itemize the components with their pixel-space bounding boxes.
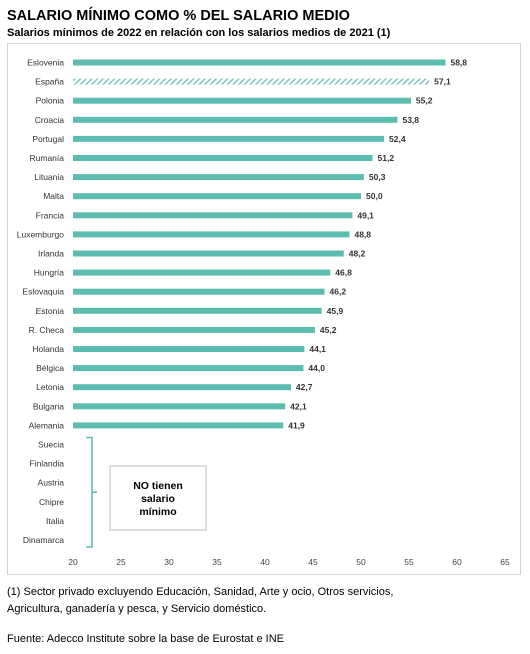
category-label: Bélgica — [36, 363, 64, 373]
value-label: 42,1 — [290, 401, 307, 411]
x-tick-label: 40 — [260, 557, 270, 567]
value-label: 45,9 — [327, 306, 344, 316]
value-label: 42,7 — [296, 382, 313, 392]
bar-eslovenia — [73, 59, 446, 66]
value-label: 49,1 — [357, 210, 374, 220]
bar-irlanda — [73, 250, 344, 257]
x-tick-label: 60 — [452, 557, 462, 567]
value-label: 45,2 — [320, 325, 337, 335]
value-label: 55,2 — [416, 96, 433, 106]
no-minimum-box — [109, 465, 207, 531]
value-label: 53,8 — [402, 115, 419, 125]
category-label: Croacia — [35, 115, 65, 125]
footnote-line-2: Agricultura, ganadería y pesca, y Servic… — [7, 603, 267, 615]
source-note: Fuente: Adecco Institute sobre la base d… — [7, 633, 284, 645]
bar-letonia — [73, 384, 291, 391]
no-minimum-country-label: Chipre — [39, 497, 64, 507]
bar-eslovaquia — [73, 288, 325, 295]
value-label: 58,8 — [450, 58, 467, 68]
chart-frame — [7, 43, 521, 575]
value-label: 41,9 — [288, 420, 305, 430]
category-label: Letonia — [36, 382, 64, 392]
x-tick-label: 45 — [308, 557, 318, 567]
no-minimum-country-label: Suecia — [38, 440, 64, 450]
category-label: Rumanía — [30, 153, 65, 163]
x-tick-label: 35 — [212, 557, 222, 567]
x-tick-label: 65 — [500, 557, 510, 567]
x-tick-label: 20 — [68, 557, 78, 567]
category-label: Malta — [43, 191, 64, 201]
bar-estonia — [73, 307, 322, 314]
no-minimum-bracket — [86, 436, 97, 548]
no-minimum-text: NO tienen — [133, 480, 183, 492]
x-tick-label: 30 — [164, 557, 174, 567]
bar-alemania — [73, 422, 284, 429]
value-label: 50,3 — [369, 172, 386, 182]
bar-luxemburgo — [73, 231, 350, 238]
x-tick-label: 25 — [116, 557, 126, 567]
bar-bulgaria — [73, 403, 286, 410]
bar-francia — [73, 212, 353, 219]
value-label: 57,1 — [434, 77, 451, 87]
no-minimum-text: salario — [141, 493, 175, 505]
category-label: R. Checa — [29, 325, 65, 335]
bar-r-checa — [73, 326, 315, 333]
category-label: Eslovenia — [27, 58, 64, 68]
no-minimum-country-label: Italia — [46, 516, 64, 526]
value-label: 44,0 — [308, 363, 325, 373]
x-tick-label: 55 — [404, 557, 414, 567]
category-label: Eslovaquia — [22, 287, 64, 297]
value-label: 44,1 — [309, 344, 326, 354]
category-label: Lituania — [34, 172, 64, 182]
no-minimum-country-label: Austria — [38, 478, 65, 488]
category-label: Portugal — [32, 134, 64, 144]
value-label: 46,2 — [330, 287, 347, 297]
bar-espa-a — [73, 78, 430, 85]
no-minimum-country-label: Finlandia — [30, 459, 65, 469]
no-minimum-country-label: Dinamarca — [23, 535, 64, 545]
category-label: Bulgaria — [33, 401, 64, 411]
x-tick-label: 50 — [356, 557, 366, 567]
category-label: Polonia — [36, 96, 65, 106]
bar-polonia — [73, 97, 411, 104]
no-minimum-text: mínimo — [139, 506, 176, 518]
bar-malta — [73, 193, 361, 200]
bar-b-lgica — [73, 365, 304, 372]
bar-ruman-a — [73, 155, 373, 161]
category-label: Holanda — [32, 344, 64, 354]
category-label: Hungría — [34, 268, 65, 278]
bar-lituania — [73, 174, 364, 181]
value-label: 48,2 — [349, 249, 366, 259]
chart-subtitle: Salarios mínimos de 2022 en relación con… — [7, 27, 391, 39]
category-label: Irlanda — [38, 249, 64, 259]
category-label: Francia — [36, 210, 65, 220]
bar-holanda — [73, 346, 305, 352]
bar-portugal — [73, 135, 385, 142]
chart-title: SALARIO MÍNIMO COMO % DEL SALARIO MEDIO — [7, 8, 350, 24]
footnote-line-1: (1) Sector privado excluyendo Educación,… — [7, 586, 394, 598]
value-label: 52,4 — [389, 134, 406, 144]
category-label: Estonia — [36, 306, 65, 316]
value-label: 48,8 — [354, 229, 371, 239]
value-label: 46,8 — [335, 268, 352, 278]
bar-hungr-a — [73, 269, 331, 276]
category-label: Luxemburgo — [17, 229, 65, 239]
category-label: Alemania — [29, 420, 65, 430]
category-label: España — [35, 77, 64, 87]
bar-croacia — [73, 116, 398, 123]
value-label: 50,0 — [366, 191, 383, 201]
value-label: 51,2 — [378, 153, 395, 163]
